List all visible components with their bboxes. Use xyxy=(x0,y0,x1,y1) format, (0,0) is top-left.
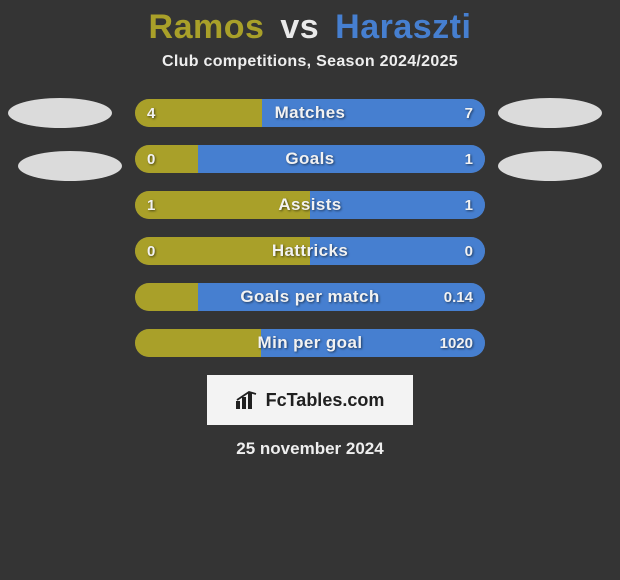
chart-area: 47Matches 01Goals 11Assists 00Hattricks 0.14… xyxy=(0,99,620,357)
stat-label: Assists xyxy=(135,191,485,219)
stat-row: 11Assists xyxy=(135,191,485,219)
stat-label: Hattricks xyxy=(135,237,485,265)
stat-row: 00Hattricks xyxy=(135,237,485,265)
chart-icon xyxy=(236,391,258,409)
decorative-ellipse xyxy=(18,151,122,181)
title-player2: Haraszti xyxy=(335,8,471,46)
stat-label: Goals xyxy=(135,145,485,173)
footer-badge: FcTables.com xyxy=(207,375,413,425)
stat-label: Goals per match xyxy=(135,283,485,311)
stat-row: 01Goals xyxy=(135,145,485,173)
subtitle: Club competitions, Season 2024/2025 xyxy=(0,53,620,71)
bars-container: 47Matches 01Goals 11Assists 00Hattricks 0.14… xyxy=(135,99,485,357)
stat-row: 0.14Goals per match xyxy=(135,283,485,311)
stat-row: 47Matches xyxy=(135,99,485,127)
comparison-infographic: Ramos vs Haraszti Club competitions, Sea… xyxy=(0,0,620,580)
stat-row: 1020Min per goal xyxy=(135,329,485,357)
page-title: Ramos vs Haraszti xyxy=(0,0,620,47)
date-text: 25 november 2024 xyxy=(0,439,620,459)
title-vs: vs xyxy=(280,8,319,46)
decorative-ellipse xyxy=(498,98,602,128)
decorative-ellipse xyxy=(8,98,112,128)
decorative-ellipse xyxy=(498,151,602,181)
stat-label: Min per goal xyxy=(135,329,485,357)
footer-badge-text: FcTables.com xyxy=(266,390,385,411)
stat-label: Matches xyxy=(135,99,485,127)
title-player1: Ramos xyxy=(149,8,265,46)
